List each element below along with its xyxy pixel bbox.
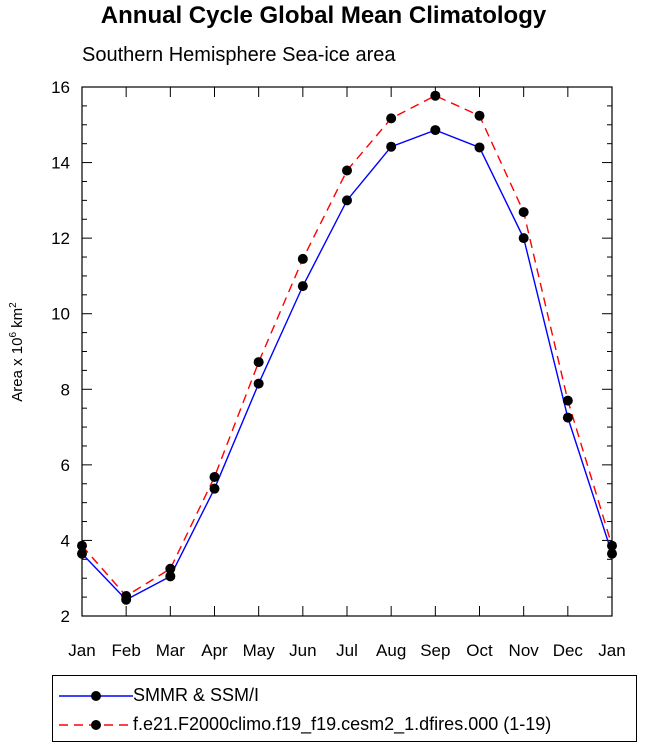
x-tick-label: Jun: [289, 641, 316, 660]
x-tick-label: Apr: [201, 641, 228, 660]
chart-subtitle: Southern Hemisphere Sea-ice area: [82, 44, 396, 66]
series-0-point: [518, 233, 529, 244]
x-tick-label: Jul: [336, 641, 358, 660]
legend-swatch-0: [59, 691, 133, 701]
x-tick-label: Sep: [420, 641, 450, 660]
series-1-point: [209, 471, 220, 482]
legend-swatch-1: [59, 720, 133, 730]
series-0-point: [209, 483, 220, 494]
y-tick-label: 8: [61, 380, 70, 399]
y-tick-label: 10: [51, 305, 70, 324]
y-tick-label: 14: [51, 154, 70, 173]
x-tick-label: Jan: [598, 641, 625, 660]
series-0-point: [165, 571, 176, 582]
series-0-point: [342, 195, 352, 206]
legend: SMMR & SSM/I f.e21.F2000climo.f19_f19.ce…: [52, 675, 637, 742]
series-1-point: [386, 113, 397, 124]
y-tick-label: 12: [51, 229, 70, 248]
series-1-point: [253, 357, 264, 368]
x-tick-label: Mar: [156, 641, 186, 660]
legend-label-0: SMMR & SSM/I: [133, 685, 260, 705]
series-0-point: [430, 125, 441, 136]
series-1-point: [430, 90, 441, 101]
y-axis-label: Area x 106 km2: [8, 302, 26, 402]
series-0-point: [297, 281, 308, 292]
y-tick-label: 4: [61, 531, 70, 550]
series-0-point: [77, 548, 87, 559]
legend-item-1: f.e21.F2000climo.f19_f19.cesm2_1.dfires.…: [53, 710, 636, 740]
x-tick-label: Aug: [376, 641, 406, 660]
x-tick-label: Dec: [553, 641, 584, 660]
series-0-point: [562, 412, 573, 423]
series-1-point: [342, 165, 352, 176]
x-tick-label: Oct: [466, 641, 493, 660]
series-0-point: [474, 142, 485, 153]
series-1-point: [121, 590, 132, 601]
x-tick-label: Jan: [68, 641, 95, 660]
series-1-point: [607, 540, 617, 551]
series-1-point: [297, 253, 308, 264]
series-1-point: [165, 563, 176, 574]
y-tick-label: 2: [61, 607, 70, 626]
legend-label-1: f.e21.F2000climo.f19_f19.cesm2_1.dfires.…: [133, 714, 552, 734]
chart-plot: 2 4 6 8 10 12 14 16 Jan Feb Mar Apr May Jun Jul Aug Sep O…: [8, 78, 626, 660]
series-0-point: [607, 548, 617, 559]
series-1-point: [474, 110, 485, 121]
legend-item-0: SMMR & SSM/I: [53, 681, 636, 711]
x-tick-label: May: [243, 641, 276, 660]
chart-title: Annual Cycle Global Mean Climatology: [100, 2, 547, 29]
y-tick-label: 16: [51, 78, 70, 97]
series-1-point: [518, 207, 529, 218]
series-0-point: [253, 378, 264, 389]
series-1-point: [562, 395, 573, 406]
x-tick-label: Feb: [112, 641, 141, 660]
x-tick-label: Nov: [509, 641, 540, 660]
series-0-point: [386, 141, 397, 152]
y-tick-label: 6: [61, 456, 70, 475]
series-1-point: [77, 540, 87, 551]
